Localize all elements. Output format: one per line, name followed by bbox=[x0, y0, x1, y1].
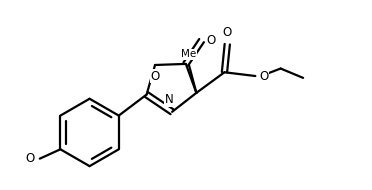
Text: Me: Me bbox=[181, 49, 196, 59]
Text: O: O bbox=[207, 34, 216, 47]
Text: O: O bbox=[150, 70, 160, 83]
Text: O: O bbox=[259, 70, 268, 82]
Text: O: O bbox=[223, 26, 232, 39]
Text: N: N bbox=[165, 93, 174, 106]
Text: O: O bbox=[26, 152, 35, 165]
